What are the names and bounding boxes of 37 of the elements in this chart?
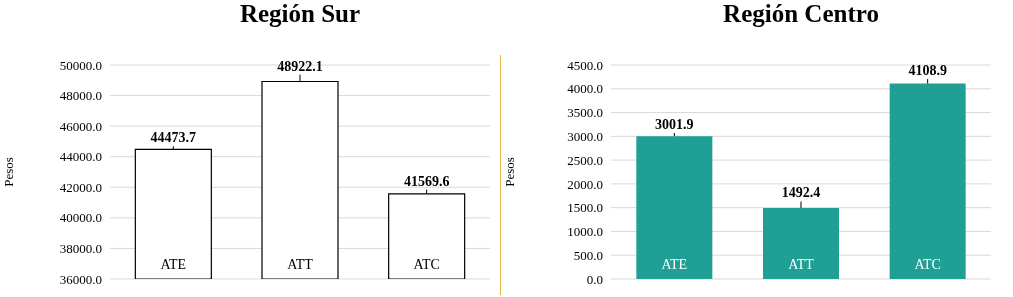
bar [763, 208, 839, 279]
y-tick-label: 2500.0 [567, 152, 603, 168]
x-tick-label: ATT [287, 257, 314, 272]
x-tick-label: ATT [788, 257, 815, 272]
y-tick-label: 48000.0 [59, 88, 102, 104]
y-axis-title: Pesos [0, 157, 16, 187]
data-label: 41569.6 [403, 173, 450, 189]
data-label: 44473.7 [150, 130, 197, 146]
data-label: 1492.4 [781, 185, 821, 201]
x-tick-label: ATE [661, 257, 688, 272]
y-tick-label: 1000.0 [567, 224, 603, 240]
bar [889, 83, 966, 279]
y-tick-label: 3000.0 [567, 128, 603, 144]
data-label: 3001.9 [655, 117, 694, 132]
x-tick-label: ATC [413, 257, 440, 272]
x-tick-label: ATE [160, 257, 187, 272]
y-tick-label: 50000.0 [59, 57, 102, 73]
y-tick-label: 4000.0 [567, 81, 603, 97]
y-tick-label: 46000.0 [59, 118, 102, 134]
y-axis-title: Pesos [501, 157, 517, 187]
y-tick-label: 42000.0 [59, 179, 102, 195]
y-tick-label: 40000.0 [59, 210, 102, 226]
y-tick-label: 3500.0 [567, 105, 603, 121]
chart-title: Región Sur [238, 0, 362, 28]
bar [636, 136, 713, 279]
y-tick-label: 500.0 [573, 247, 603, 263]
x-tick-label: ATC [914, 257, 941, 272]
y-tick-label: 0.0 [586, 271, 603, 287]
y-tick-label: 2000.0 [567, 176, 603, 192]
y-tick-label: 38000.0 [59, 241, 102, 257]
y-tick-label: 4500.0 [567, 57, 603, 73]
chart-title: Región Centro [722, 0, 880, 28]
y-tick-label: 44000.0 [59, 149, 102, 165]
data-label: 4108.9 [908, 63, 947, 79]
y-tick-label: 1500.0 [567, 200, 603, 216]
y-tick-label: 36000.0 [59, 271, 102, 287]
data-label: 48922.1 [277, 58, 323, 74]
